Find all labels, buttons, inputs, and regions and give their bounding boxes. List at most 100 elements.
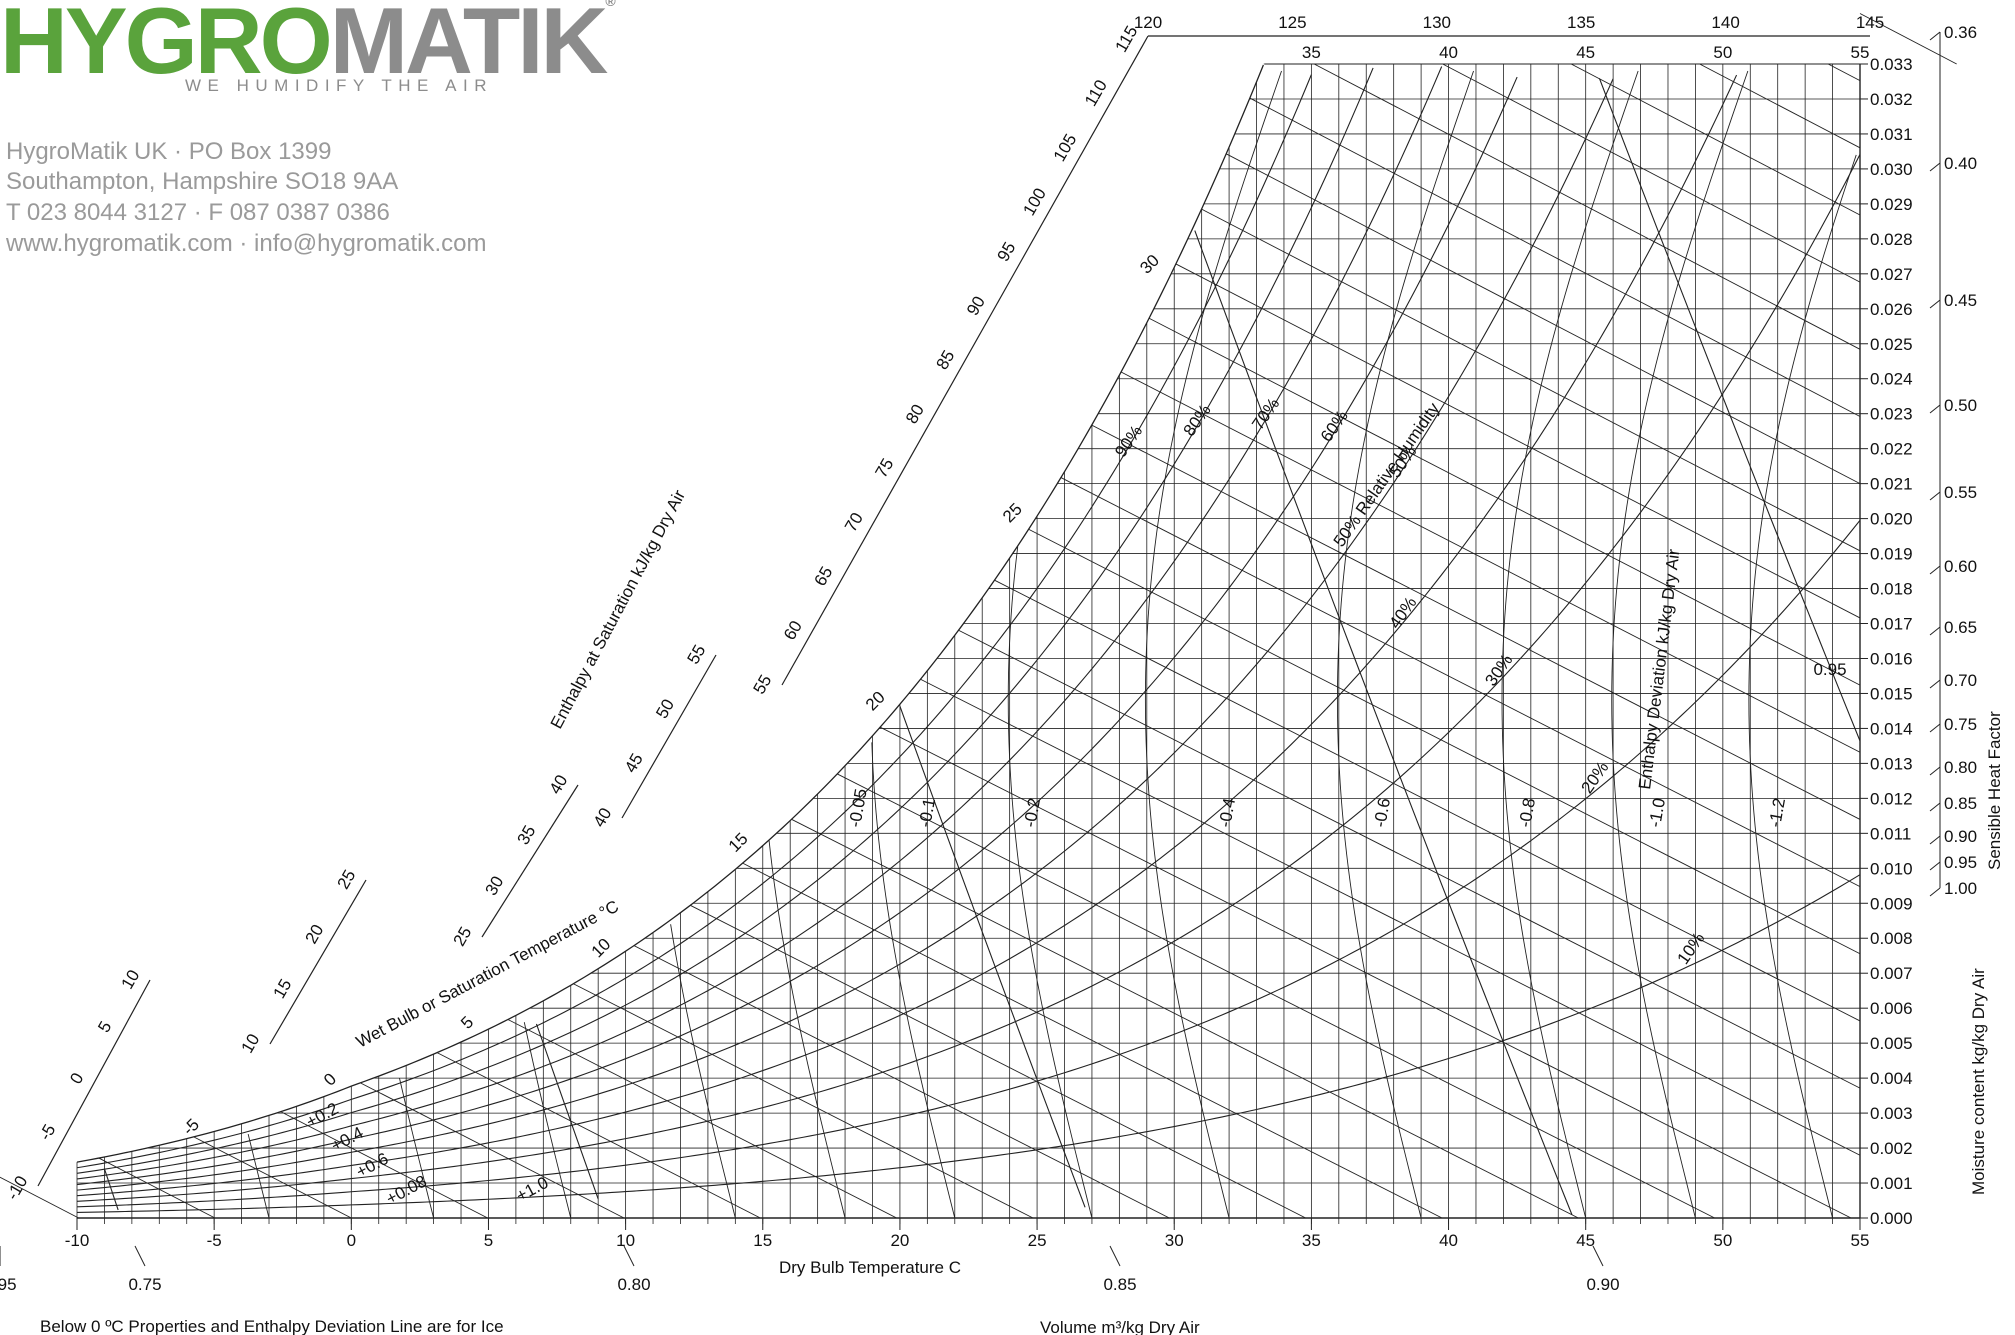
shf-tick-label: 0.55	[1944, 483, 1977, 502]
enthalpy-scale-label: 90	[963, 293, 989, 319]
enthalpy-scale-label: 95	[994, 239, 1020, 265]
address-line-1: HygroMatik UK · PO Box 1399	[6, 138, 332, 165]
enthalpy-line	[280, 1111, 488, 1219]
axes	[0, 31, 1941, 1267]
y-tick-label: 0.031	[1870, 125, 1913, 144]
deviation-curve	[1336, 70, 1474, 1219]
enthalpy-scale-label: 35	[514, 822, 540, 848]
enthalpy-line	[1148, 317, 1861, 686]
enthalpy-line	[1442, 63, 1861, 283]
enthalpy-line	[1249, 97, 1861, 417]
rh-curve	[76, 74, 1738, 1197]
y-tick-label: 0.000	[1870, 1209, 1913, 1228]
enthalpy-scale-label: 30	[482, 873, 508, 899]
y-tick-label: 0.001	[1870, 1174, 1913, 1193]
deviation-label: -0.8	[1515, 797, 1539, 829]
enthalpy-scale	[621, 654, 717, 819]
y-tick-label: 0.017	[1870, 615, 1913, 634]
enthalpy-scale-label: 20	[302, 921, 328, 947]
top-tick-label: 50	[1713, 43, 1732, 62]
y-tick-label: 0.029	[1870, 195, 1913, 214]
volume-line	[1194, 230, 1573, 1215]
enthalpy-line	[1201, 208, 1861, 552]
wetbulb-label: 0	[320, 1069, 340, 1089]
y-tick-label: 0.032	[1870, 90, 1913, 109]
shf-tick	[1929, 802, 1941, 812]
y-tick-label: 0.007	[1870, 964, 1913, 983]
rh-label: 80%	[1180, 401, 1215, 440]
brand-logo: HYGROMATIK®	[0, 0, 616, 88]
y-tick-label: 0.022	[1870, 440, 1913, 459]
y-tick-label: 0.002	[1870, 1139, 1913, 1158]
deviation-label: -0.1	[915, 797, 939, 829]
enthalpy-scale-label: 75	[872, 455, 898, 481]
top-tick-label: 45	[1576, 43, 1595, 62]
top-tick-label: 40	[1439, 43, 1458, 62]
deviation-curve	[670, 924, 736, 1219]
enthalpy-line	[920, 678, 1861, 1156]
deviation-curve	[1748, 154, 1857, 1219]
x-tick-label: -10	[65, 1231, 90, 1250]
rh-curve	[76, 74, 1312, 1169]
top-tick-label: 35	[1302, 43, 1321, 62]
y-tick-label: 0.023	[1870, 405, 1913, 424]
rh-curve	[76, 78, 1614, 1191]
enthalpy-line	[1060, 477, 1861, 888]
enthalpy-line	[1699, 63, 1861, 149]
x-tick-label: 50	[1713, 1231, 1732, 1250]
deviation-curve	[871, 742, 956, 1219]
db-gridlines	[76, 64, 1861, 1218]
enthalpy-line	[994, 579, 1861, 1022]
y-tick-label: 0.013	[1870, 754, 1913, 773]
enthalpy-line	[1827, 63, 1861, 82]
enthalpy-line	[1091, 424, 1861, 820]
volume-label: 0.80	[617, 1275, 650, 1294]
y-tick-label: 0.030	[1870, 160, 1913, 179]
shf-tick	[1929, 565, 1941, 575]
deviation-curve	[247, 1133, 270, 1219]
deviation-title: Enthalpy Deviation kJ/kg Dry Air	[1635, 548, 1683, 791]
volume-label: 0.90	[1586, 1275, 1619, 1294]
chart-labels: 10%20%30%40%50%60%70%80%90%-10 -5 0 5 10 15 20…	[0, 13, 2004, 1335]
x-tick-label: 10	[616, 1231, 635, 1250]
y-tick-label: 0.009	[1870, 894, 1913, 913]
shf-tick-label: 0.45	[1944, 291, 1977, 310]
enthalpy-title: Enthalpy at Saturation kJ/kg Dry Air	[547, 487, 689, 732]
volume-label: 0.75	[128, 1275, 161, 1294]
enthalpy-line	[837, 773, 1715, 1219]
enthalpy-scale-label: 55	[750, 672, 776, 698]
x-tick-label: 40	[1439, 1231, 1458, 1250]
enthalpy-scale-label: 25	[334, 867, 360, 893]
volume-lines	[103, 78, 1861, 1215]
y-tick-label: 0.005	[1870, 1034, 1913, 1053]
y-tick-label: 0.024	[1870, 370, 1913, 389]
enthalpy-line	[879, 726, 1852, 1219]
shf-tick	[1929, 491, 1941, 501]
wetbulb-label: 5	[457, 1013, 477, 1033]
shf-tick-label: 0.65	[1944, 618, 1977, 637]
y-tick-label: 0.011	[1870, 824, 1911, 843]
enthalpy-line	[633, 945, 1170, 1219]
rh-curve	[76, 76, 1518, 1186]
deviation-curve	[523, 1022, 572, 1219]
enthalpy-line	[360, 1082, 625, 1219]
enthalpy-line	[1313, 63, 1861, 350]
enthalpy-scale-label: 5	[94, 1018, 115, 1036]
wetbulb-label: 15	[725, 829, 752, 856]
deviation-label: -0.05	[845, 787, 870, 828]
enthalpy-scale-label: 10	[118, 967, 144, 993]
enthalpy-line	[436, 1052, 761, 1219]
shf-tick-label: 0.40	[1944, 154, 1977, 173]
enthalpy-line	[742, 862, 1443, 1219]
x-tick-label: 20	[890, 1231, 909, 1250]
y-tick-label: 0.016	[1870, 649, 1913, 668]
enthalpy-line	[98, 1157, 216, 1219]
enthalpy-scale-label: 15	[270, 976, 296, 1002]
rh-label: 10%	[1673, 929, 1708, 968]
footnote: Below 0 ºC Properties and Enthalpy Devia…	[40, 1317, 504, 1335]
shf-tick-label: 0.50	[1944, 396, 1977, 415]
y-tick-label: 0.006	[1870, 999, 1913, 1018]
enthalpy-scale-label: 40	[590, 805, 616, 831]
enthalpy-line	[573, 983, 1034, 1219]
